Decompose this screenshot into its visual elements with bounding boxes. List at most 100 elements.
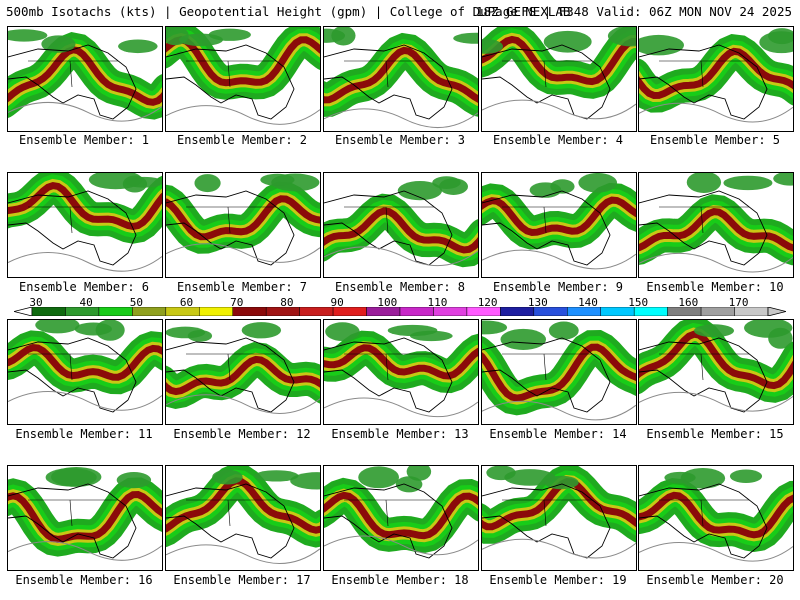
wind-patch bbox=[639, 34, 684, 56]
ensemble-member-caption: Ensemble Member: 20 bbox=[646, 573, 784, 587]
wind-patch bbox=[578, 173, 618, 193]
ensemble-member-panel bbox=[323, 319, 479, 425]
ensemble-member-panel bbox=[481, 26, 637, 132]
political-border bbox=[659, 60, 749, 88]
height-contour bbox=[324, 246, 478, 267]
ensemble-member-caption: Ensemble Member: 7 bbox=[176, 280, 308, 294]
jet-band bbox=[639, 47, 793, 100]
height-contour bbox=[639, 252, 793, 273]
jet-stream-map bbox=[482, 466, 636, 559]
wind-patch bbox=[500, 328, 547, 350]
ensemble-member-panel bbox=[165, 319, 321, 425]
ensemble-member-caption: Ensemble Member: 9 bbox=[492, 280, 624, 294]
wind-patch bbox=[8, 29, 48, 42]
coastline bbox=[8, 190, 137, 266]
colorbar-tick-label: 80 bbox=[280, 296, 294, 309]
ensemble-member-caption: Ensemble Member: 1 bbox=[18, 133, 150, 147]
wind-patch bbox=[358, 466, 400, 489]
colorbar-tick-label: 40 bbox=[79, 296, 93, 309]
jet-stream-map bbox=[324, 27, 478, 129]
political-border bbox=[186, 353, 276, 381]
ensemble-member-caption: Ensemble Member: 13 bbox=[331, 427, 469, 441]
wind-patch bbox=[397, 181, 443, 201]
coastline bbox=[324, 44, 453, 120]
ensemble-member-panel bbox=[7, 319, 163, 425]
height-contour bbox=[639, 102, 793, 123]
ensemble-member-panel bbox=[7, 172, 163, 278]
height-contour bbox=[482, 400, 636, 421]
ensemble-member-caption: Ensemble Member: 15 bbox=[646, 427, 784, 441]
isotach-colorbar: 30 40 50 60 70 80 90 100 110 120 130 140 150 160 170 bbox=[14, 296, 786, 318]
ensemble-member-caption: Ensemble Member: 14 bbox=[489, 427, 627, 441]
wind-patch bbox=[45, 468, 97, 487]
jet-stream-map bbox=[482, 27, 636, 120]
height-contour bbox=[8, 391, 162, 411]
wind-patch bbox=[212, 469, 243, 485]
political-border bbox=[659, 353, 749, 381]
political-border bbox=[186, 206, 276, 234]
coastline bbox=[639, 483, 768, 559]
wind-patch bbox=[194, 174, 221, 193]
wind-patch bbox=[88, 173, 143, 190]
jet-stream-map bbox=[639, 173, 793, 273]
colorbar-tick-label: 140 bbox=[578, 296, 598, 309]
jet-stream-map bbox=[482, 173, 636, 270]
ensemble-member-panel bbox=[323, 26, 479, 132]
ensemble-member-panel bbox=[165, 465, 321, 571]
height-contour bbox=[8, 541, 162, 561]
coastline bbox=[8, 483, 137, 559]
colorbar-tick-label: 120 bbox=[477, 296, 498, 309]
height-contour bbox=[324, 397, 478, 418]
political-border bbox=[344, 60, 434, 88]
colorbar-tick-label: 50 bbox=[129, 296, 143, 309]
coastline bbox=[8, 44, 137, 120]
ensemble-member-caption: Ensemble Member: 19 bbox=[489, 573, 627, 587]
ensemble-member-caption: Ensemble Member: 2 bbox=[176, 133, 308, 147]
wind-patch bbox=[409, 330, 453, 342]
colorbar-tick-label: 170 bbox=[728, 296, 749, 309]
jet-band bbox=[166, 477, 320, 534]
colorbar-tick-label: 100 bbox=[377, 296, 398, 309]
ensemble-member-panel bbox=[323, 465, 479, 571]
chart-header: 500mb Isotachs (kts) | Geopotential Heig… bbox=[6, 4, 796, 20]
coastline bbox=[482, 44, 611, 120]
jet-stream-map bbox=[8, 466, 162, 561]
wind-patch bbox=[686, 173, 722, 193]
wind-patch bbox=[486, 466, 516, 481]
wind-patch bbox=[118, 39, 158, 54]
coastline bbox=[166, 190, 295, 266]
wind-patch bbox=[607, 27, 636, 47]
jet-band bbox=[166, 355, 320, 396]
jet-band bbox=[639, 208, 793, 252]
jet-stream-map bbox=[482, 320, 636, 421]
political-border bbox=[659, 499, 749, 527]
colorbar-tick-label: 60 bbox=[179, 296, 194, 309]
political-border bbox=[659, 206, 749, 234]
jet-stream-map bbox=[166, 27, 320, 125]
coastline bbox=[482, 483, 611, 559]
colorbar-tick-label: 70 bbox=[230, 296, 244, 309]
wind-patch bbox=[254, 470, 299, 482]
wind-patch bbox=[166, 326, 206, 339]
height-contour bbox=[166, 105, 320, 125]
wind-patch bbox=[693, 324, 735, 338]
wind-patch bbox=[529, 182, 562, 198]
jet-band bbox=[639, 491, 793, 539]
wind-patch bbox=[744, 320, 793, 338]
colorbar-tick-label: 130 bbox=[527, 296, 548, 309]
jet-stream-map bbox=[8, 29, 162, 122]
coastline bbox=[324, 337, 453, 413]
ensemble-member-panel bbox=[638, 319, 794, 425]
jet-stream-map bbox=[324, 322, 478, 418]
ensemble-member-panel bbox=[165, 26, 321, 132]
political-border bbox=[344, 353, 434, 381]
height-contour bbox=[324, 535, 478, 556]
jet-band bbox=[639, 330, 793, 390]
colorbar-tick-label: 110 bbox=[427, 296, 448, 309]
height-contour bbox=[482, 538, 636, 559]
ensemble-member-caption: Ensemble Member: 10 bbox=[646, 280, 784, 294]
wind-patch bbox=[773, 173, 793, 186]
coastline bbox=[482, 190, 611, 266]
jet-band bbox=[324, 491, 478, 540]
colorbar-swatches bbox=[14, 307, 786, 316]
